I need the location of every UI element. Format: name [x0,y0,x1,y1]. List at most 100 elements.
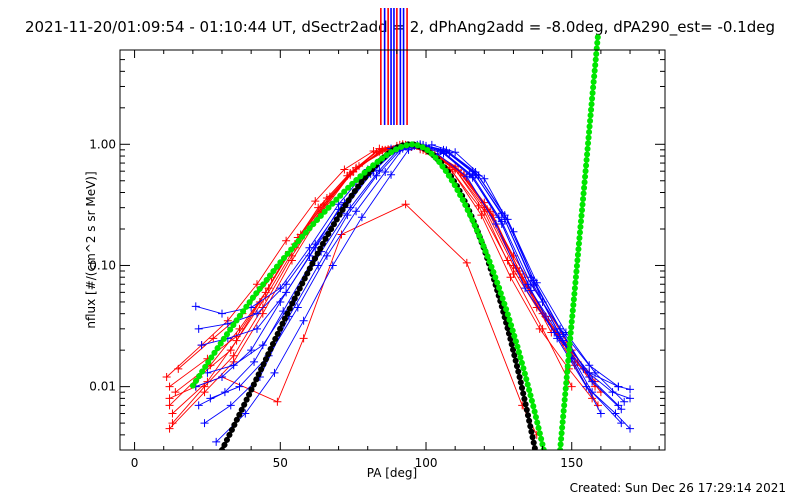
series-point-8-6 [401,200,410,209]
series-point-6-1 [200,388,209,397]
y-tick-label-2: 1.00 [89,137,116,151]
series-point-10-1 [218,373,227,382]
series-point-4-2 [235,324,244,333]
series-point-15-0 [206,394,215,403]
series-line-4 [175,145,602,393]
y-tick-label-1: 0.10 [89,258,116,272]
series-point-13-1 [226,401,235,410]
series-point-17-6 [387,170,396,179]
series-line-9 [195,145,631,399]
series-point-13-0 [200,419,209,428]
series-point-6-11 [480,207,489,216]
series-point-17-1 [241,409,250,418]
series-point-12-3 [282,288,291,297]
series-point-9-3 [276,284,285,293]
series-point-1-2 [226,346,235,355]
series-point-8-0 [165,394,174,403]
series-point-6-13 [538,324,547,333]
series-point-15-12 [532,278,541,287]
series-point-15-4 [322,251,331,260]
series-point-5-2 [232,336,241,345]
x-tick-label-2: 100 [415,456,438,470]
vertical-markers [380,8,408,125]
series-point-7-6 [354,162,363,171]
series-point-3-5 [311,197,320,206]
series-point-6-14 [567,382,576,391]
series-point-8-4 [299,334,308,343]
series-point-6-0 [165,424,174,433]
series-point-16-15 [614,382,623,391]
fit-curves [189,31,601,450]
series-point-16-0 [194,324,203,333]
fit-curve-0 [219,141,539,450]
series-point-17-3 [299,316,308,325]
series-point-16-12 [526,286,535,295]
series-point-13-4 [314,261,323,270]
fit-curve-2 [557,31,601,450]
series-point-17-9 [451,148,460,157]
x-tick-label-3: 150 [560,456,583,470]
series-point-15-3 [293,303,302,312]
series-point-3-12 [503,256,512,265]
series-point-6-12 [509,270,518,279]
series-point-3-4 [282,236,291,245]
series-point-15-1 [235,382,244,391]
series-point-17-11 [509,227,518,236]
series-point-3-7 [369,147,378,156]
series-point-9-0 [191,302,200,311]
series-line-16 [198,145,631,390]
series-line-13 [204,144,622,424]
series-point-3-0 [162,373,171,382]
series-point-15-15 [620,397,629,406]
series-point-10-16 [626,424,635,433]
series-point-15-6 [381,168,390,177]
plot-frame [119,49,666,451]
series-point-5-0 [168,409,177,418]
x-tick-label-0: 0 [131,456,139,470]
series-point-7-0 [174,364,183,373]
series-point-13-14 [588,377,597,386]
series-line-14 [207,144,622,424]
series-point-17-12 [538,297,547,306]
series-point-14-1 [229,361,238,370]
x-axis-label: PA [deg] [367,466,417,480]
series-point-9-16 [626,394,635,403]
series-point-17-14 [596,409,605,418]
series-point-17-8 [427,140,436,149]
series-point-3-6 [340,165,349,174]
series-point-0-0 [165,382,174,391]
series-point-13-15 [617,405,626,414]
series-point-6-4 [287,256,296,265]
series-point-17-4 [328,261,337,270]
series-line-6 [169,144,573,430]
series-point-17-2 [270,368,279,377]
series-point-3-3 [252,280,261,289]
y-axis-label: nflux [#/(cm^2 s sr MeV)] [84,171,98,328]
x-tick-label-1: 50 [273,456,288,470]
series-point-13-6 [372,171,381,180]
series-point-16-11 [497,219,506,228]
series-point-14-2 [258,341,267,350]
series-point-9-1 [218,309,227,318]
series-point-16-9 [439,149,448,158]
series-point-8-5 [337,230,346,239]
series-point-12-0 [197,341,206,350]
series-point-7-1 [209,334,218,343]
series-point-16-4 [311,240,320,249]
series-point-16-14 [585,368,594,377]
series-point-16-2 [252,309,261,318]
series-point-17-5 [357,213,366,222]
y-tick-label-0: 0.01 [89,380,116,394]
series-point-11-2 [250,357,259,366]
series-point-16-1 [223,319,232,328]
series-point-7-5 [325,192,334,201]
fit-curve-1 [189,141,547,450]
series-point-17-10 [480,174,489,183]
created-timestamp: Created: Sun Dec 26 17:29:14 2021 [569,481,786,495]
series-point-17-0 [212,437,221,446]
series-point-8-3 [273,397,282,406]
series-point-15-5 [352,207,361,216]
series-point-8-7 [462,258,471,267]
axes: 0 50 100 150 0.01 0.10 1.00 [89,49,665,470]
